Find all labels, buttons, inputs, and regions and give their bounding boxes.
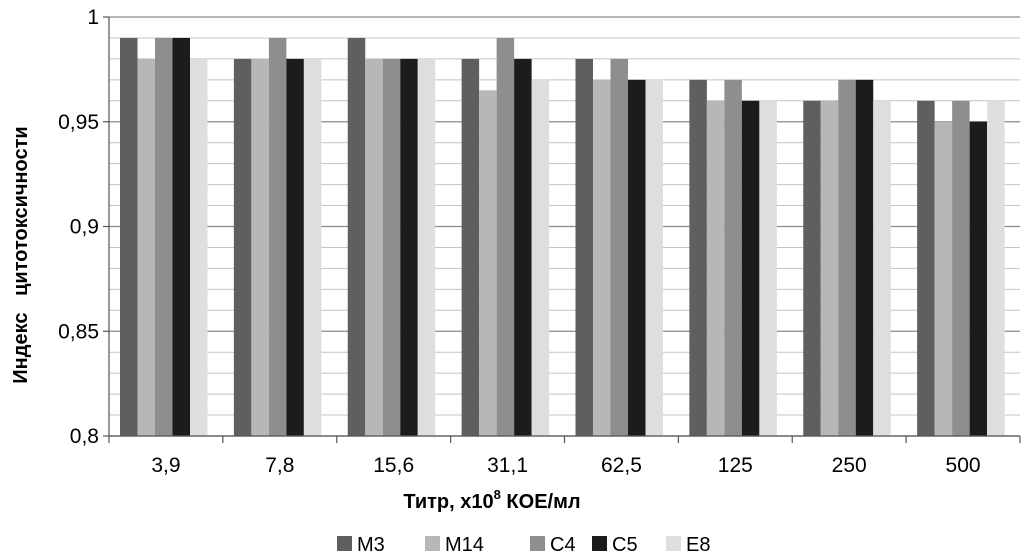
bar-m3 xyxy=(575,58,593,437)
bar-c4 xyxy=(952,100,970,437)
x-axis-title-main: Титр, х10 xyxy=(403,491,493,513)
bar-m3 xyxy=(689,79,707,436)
legend-swatch xyxy=(666,536,681,551)
legend-item-e8: E8 xyxy=(666,534,710,556)
bar-e8 xyxy=(759,100,777,437)
y-tick-label: 0,9 xyxy=(70,216,99,239)
bar-c4 xyxy=(382,58,401,437)
axes xyxy=(103,16,1021,443)
bar-c5 xyxy=(855,79,874,436)
x-tick-label: 3,9 xyxy=(151,454,180,477)
bar-e8 xyxy=(303,58,322,437)
x-axis-title-superscript: 8 xyxy=(494,487,501,502)
bar-c5 xyxy=(172,37,190,436)
legend-label: M14 xyxy=(445,534,484,556)
x-axis-title: Титр, х108 КОЕ/мл xyxy=(403,487,580,513)
bar-c5 xyxy=(400,58,418,437)
legend-swatch xyxy=(530,536,545,551)
bar-e8 xyxy=(417,58,436,437)
bars xyxy=(120,37,1005,437)
x-tick-label: 500 xyxy=(946,454,981,477)
bar-m14 xyxy=(934,121,953,436)
y-axis-title: Индекс цитотоксичности xyxy=(10,126,32,383)
legend-swatch xyxy=(425,536,440,551)
bar-c4 xyxy=(724,79,742,436)
bar-e8 xyxy=(190,58,208,437)
x-tick-label: 7,8 xyxy=(265,454,294,477)
bar-c5 xyxy=(286,58,304,437)
bar-e8 xyxy=(987,100,1005,437)
bar-m3 xyxy=(347,37,366,436)
bar-c4 xyxy=(838,79,856,436)
bar-c5 xyxy=(628,79,646,436)
legend-swatch xyxy=(337,536,352,551)
bar-e8 xyxy=(531,79,550,436)
legend-item-m14: M14 xyxy=(425,534,484,556)
y-tick-label: 1 xyxy=(87,6,99,29)
legend: M3 M14 C4 C5 E8 xyxy=(337,534,710,556)
bar-m14 xyxy=(365,58,383,437)
bar-m14 xyxy=(251,58,269,437)
x-tick-label: 250 xyxy=(832,454,867,477)
bar-m3 xyxy=(461,58,480,437)
bar-m14 xyxy=(137,58,155,437)
bar-e8 xyxy=(873,100,891,437)
bar-m3 xyxy=(917,100,935,437)
x-tick-label: 62,5 xyxy=(601,454,642,477)
legend-swatch xyxy=(592,536,607,551)
bar-m14 xyxy=(593,79,611,436)
x-tick-label: 31,1 xyxy=(487,454,528,477)
bar-e8 xyxy=(645,79,663,436)
bar-m14 xyxy=(706,100,725,437)
x-tick-label: 15,6 xyxy=(373,454,414,477)
legend-item-m3: M3 xyxy=(337,534,385,556)
bar-m3 xyxy=(803,100,821,437)
bar-c4 xyxy=(155,37,173,436)
bar-c4 xyxy=(610,58,628,437)
bar-m3 xyxy=(233,58,252,437)
bar-c4 xyxy=(268,37,287,436)
y-tick-labels: 0,8 0,85 0,9 0,95 1 xyxy=(58,6,99,448)
legend-label: C4 xyxy=(550,534,576,556)
bar-m14 xyxy=(479,90,497,436)
bar-c5 xyxy=(969,121,988,436)
x-tick-labels: 3,9 7,8 15,6 31,1 62,5 125 250 500 xyxy=(151,454,980,477)
bar-c5 xyxy=(741,100,760,437)
y-tick-label: 0,85 xyxy=(58,320,99,343)
bar-c4 xyxy=(496,37,515,436)
legend-item-c4: C4 xyxy=(530,534,576,556)
legend-label: E8 xyxy=(686,534,710,556)
bar-c5 xyxy=(514,58,532,437)
x-tick-label: 125 xyxy=(718,454,753,477)
y-tick-label: 0,95 xyxy=(58,111,99,134)
bar-m3 xyxy=(120,37,138,436)
bar-m14 xyxy=(820,100,839,437)
y-tick-label: 0,8 xyxy=(70,425,99,448)
x-axis-title-rest: КОЕ/мл xyxy=(501,491,581,513)
legend-label: M3 xyxy=(357,534,385,556)
legend-label: C5 xyxy=(612,534,638,556)
legend-item-c5: C5 xyxy=(592,534,638,556)
